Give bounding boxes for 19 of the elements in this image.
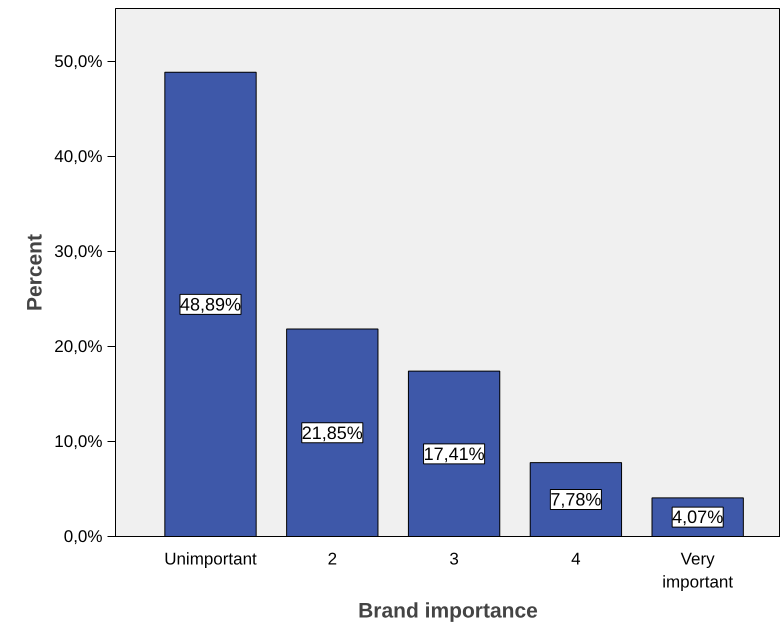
y-axis-title: Percent xyxy=(23,234,46,312)
x-axis-title: Brand importance xyxy=(358,599,538,622)
x-tick-label: 4 xyxy=(571,550,581,568)
x-tick-label: 2 xyxy=(328,550,338,568)
y-tick-label: 10,0% xyxy=(54,432,102,452)
y-tick-label: 0,0% xyxy=(64,527,102,546)
bar xyxy=(164,72,257,536)
y-tick-label: 40,0% xyxy=(54,147,102,166)
data-label: 7,78% xyxy=(550,490,602,510)
y-tick-label: 50,0% xyxy=(54,52,102,72)
data-label: 17,41% xyxy=(424,444,485,464)
bar xyxy=(408,370,500,536)
y-tick-label: 30,0% xyxy=(54,242,102,262)
data-label: 21,85% xyxy=(302,422,363,443)
x-tick-label: 3 xyxy=(449,550,459,568)
y-tick-label: 20,0% xyxy=(54,337,102,356)
x-tick-label: Unimportant xyxy=(164,550,258,568)
x-tick-label: Very important xyxy=(662,550,734,592)
bar xyxy=(286,328,378,536)
